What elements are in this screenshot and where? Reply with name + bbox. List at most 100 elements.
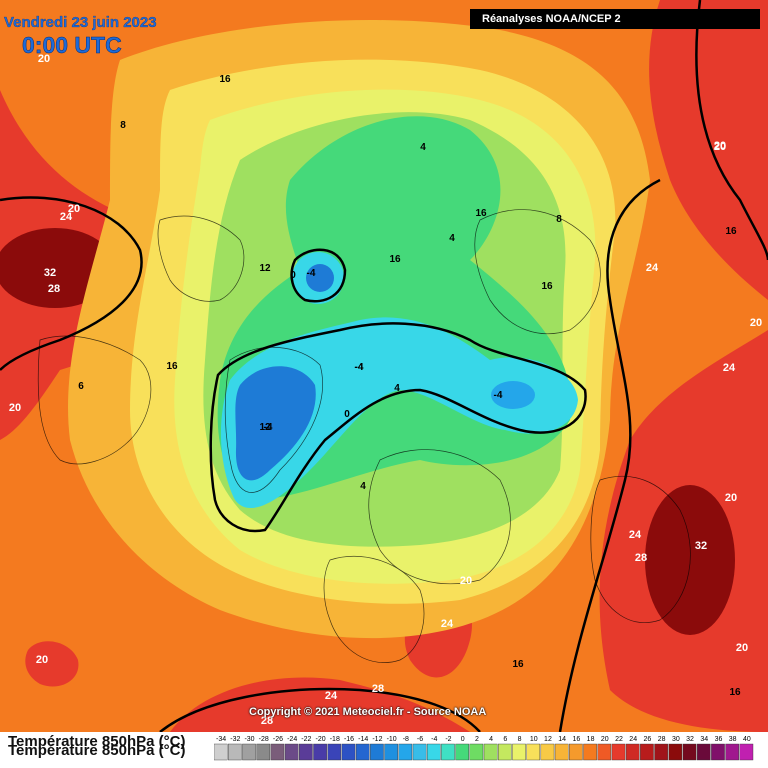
scale-color-swatch	[355, 743, 370, 761]
isotherm-label: 0	[290, 270, 296, 281]
scale-color-swatch	[526, 743, 541, 761]
parameter-title: Température 850hPa (°C)	[8, 733, 186, 750]
scale-color-swatch	[583, 743, 597, 761]
isotherm-label: 20	[725, 492, 737, 504]
isotherm-label: 4	[420, 142, 426, 153]
hot-zone-sw-spot	[25, 641, 79, 687]
isotherm-label: 16	[512, 659, 524, 670]
isotherm-label: 16	[219, 74, 231, 85]
scale-tick-label: -30	[244, 736, 254, 743]
freezing-core-siberia	[491, 381, 535, 409]
scale-color-swatch	[682, 743, 697, 761]
isotherm-label: 32	[695, 540, 707, 552]
scale-tick-label: 4	[489, 736, 493, 743]
scale-tick-label: -34	[216, 736, 226, 743]
isotherm-label: 8	[556, 214, 562, 225]
source-banner: Réanalyses NOAA/NCEP 2	[470, 9, 760, 29]
isotherm-label: 28	[635, 552, 647, 564]
zero-isotherm-main	[209, 322, 587, 533]
scale-color-swatch	[498, 743, 512, 761]
freezing-core-north	[306, 264, 334, 292]
hot-zone-south	[170, 677, 470, 732]
isotherm-label: 16	[166, 361, 178, 372]
scale-tick-label: 2	[475, 736, 479, 743]
isotherm-label: 4	[394, 383, 400, 394]
isotherm-label: 20	[736, 642, 748, 654]
isotherm-label: 4	[449, 233, 455, 244]
forecast-time: 0:00 UTC	[22, 32, 122, 59]
isotherm-label: 28	[48, 283, 60, 295]
isotherm-label: -4	[307, 268, 316, 279]
scale-color-swatch	[284, 743, 299, 761]
forecast-date: Vendredi 23 juin 2023	[4, 14, 157, 31]
scale-color-swatch	[625, 743, 640, 761]
isotherm-label: 4	[360, 481, 366, 492]
scale-color-swatch	[611, 743, 626, 761]
isotherm-label: 16	[729, 687, 741, 698]
isotherm-label: 28	[261, 715, 273, 727]
scale-color-swatch	[242, 743, 256, 761]
scale-color-swatch	[341, 743, 356, 761]
isotherm-label: 28	[372, 683, 384, 695]
scale-color-swatch	[512, 743, 526, 761]
legend-footer	[0, 732, 768, 768]
scale-tick-label: -2	[445, 736, 451, 743]
scale-tick-label: -26	[273, 736, 283, 743]
scale-color-swatch	[469, 743, 484, 761]
scale-tick-label: -32	[230, 736, 240, 743]
isotherm-label: 24	[441, 618, 454, 630]
isotherm-label: 24	[629, 529, 642, 541]
scale-tick-label: -14	[358, 736, 368, 743]
scale-tick-label: 16	[572, 736, 580, 743]
isotherm-24-east	[558, 178, 661, 732]
isotherm-label: 24	[723, 362, 736, 374]
scale-tick-label: -6	[417, 736, 423, 743]
scale-color-swatch	[313, 743, 327, 761]
parameter-title-shadow: Température 850hPa (°C)	[8, 742, 186, 759]
scale-color-swatch	[370, 743, 384, 761]
hot-zone-northeast	[649, 0, 768, 300]
scale-color-swatch	[441, 743, 455, 761]
scale-color-swatch	[696, 743, 711, 761]
scale-tick-label: 6	[503, 736, 507, 743]
scale-tick-label: 20	[601, 736, 609, 743]
isotherm-label: -4	[355, 362, 364, 373]
scale-tick-label: -28	[259, 736, 269, 743]
scale-color-swatch	[228, 743, 242, 761]
scale-tick-label: 18	[587, 736, 595, 743]
isotherm-label: 6	[78, 381, 84, 392]
isotherm-label: 32	[44, 267, 56, 279]
scale-tick-label: -20	[316, 736, 326, 743]
scale-color-swatch	[384, 743, 398, 761]
scale-color-swatch	[398, 743, 413, 761]
scale-tick-label: 34	[700, 736, 708, 743]
isotherm-label: 20	[68, 203, 80, 215]
isotherm-label: 16	[725, 226, 737, 237]
isotherm-label: 12	[259, 263, 271, 274]
scale-color-swatch	[412, 743, 427, 761]
scale-color-swatch	[299, 743, 313, 761]
scale-tick-label: 24	[629, 736, 637, 743]
scale-color-swatch	[640, 743, 654, 761]
scale-color-swatch	[327, 743, 342, 761]
scale-tick-label: 40	[743, 736, 751, 743]
isotherm-label: 20	[460, 575, 472, 587]
copyright-notice: Copyright © 2021 Meteociel.fr - Source N…	[249, 706, 487, 718]
isotherm-label: 16	[475, 208, 487, 219]
scale-tick-label: 32	[686, 736, 694, 743]
scale-color-swatch	[725, 743, 739, 761]
scale-color-swatch	[270, 743, 285, 761]
scale-tick-label: 36	[715, 736, 723, 743]
scale-color-swatch	[668, 743, 683, 761]
isotherm-label: 16	[389, 254, 401, 265]
scale-tick-label: -4	[431, 736, 437, 743]
scale-tick-label: 10	[530, 736, 538, 743]
scale-color-swatch	[654, 743, 668, 761]
scale-tick-label: 8	[518, 736, 522, 743]
isotherm-label: -4	[264, 422, 273, 433]
isotherm-label: 20	[750, 317, 762, 329]
scale-tick-label: -22	[301, 736, 311, 743]
isotherm-label: 24	[60, 211, 73, 223]
